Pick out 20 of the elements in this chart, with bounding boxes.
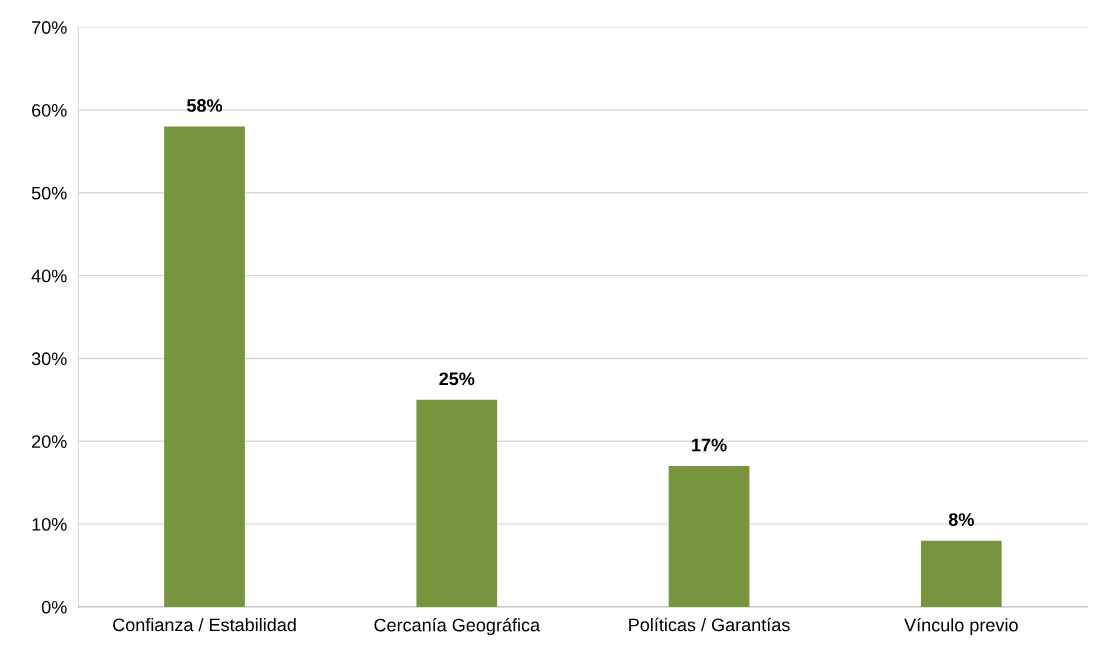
x-tick-label: Cercanía Geográfica — [374, 618, 541, 636]
data-label: 25% — [439, 372, 475, 386]
bar — [416, 399, 498, 607]
y-tick-label: 40% — [31, 269, 67, 283]
y-tick-label: 60% — [32, 103, 67, 117]
y-tick-label: 0% — [41, 600, 67, 614]
x-tick-label: Políticas / Garantías — [629, 617, 790, 632]
y-tick-label: 50% — [31, 186, 67, 200]
data-label: 58% — [187, 99, 223, 112]
bar — [668, 466, 750, 607]
y-tick-label: 10% — [32, 518, 67, 531]
data-label: 17% — [692, 438, 727, 452]
y-tick-label: 70% — [32, 21, 67, 34]
bar — [164, 126, 245, 607]
x-tick-label: Confianza / Estabilidad — [113, 618, 296, 632]
data-label: 8% — [948, 513, 974, 526]
x-tick-label: Vínculo previo — [904, 618, 1018, 636]
y-tick-label: 20% — [32, 435, 67, 448]
bar — [920, 540, 1002, 607]
y-tick-label: 30% — [31, 352, 67, 366]
